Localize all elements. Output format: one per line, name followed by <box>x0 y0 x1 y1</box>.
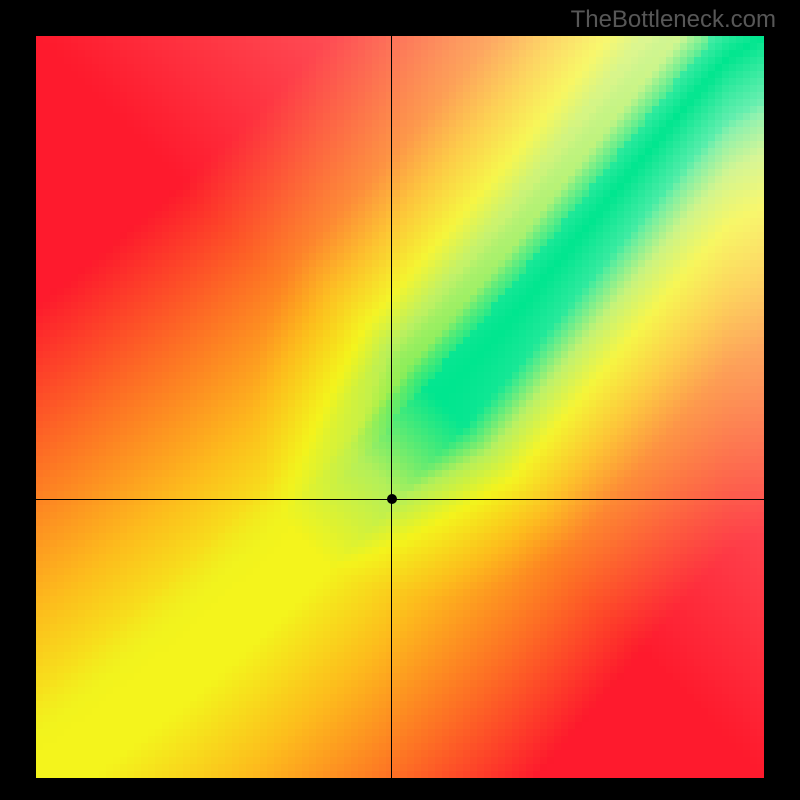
chart-container: TheBottleneck.com <box>0 0 800 800</box>
watermark: TheBottleneck.com <box>571 6 776 34</box>
crosshair-marker <box>387 494 397 504</box>
crosshair-vertical <box>391 36 392 778</box>
crosshair-horizontal <box>36 499 764 500</box>
heatmap-canvas <box>36 36 764 778</box>
